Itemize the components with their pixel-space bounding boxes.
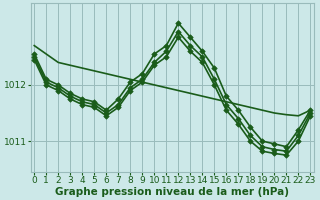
X-axis label: Graphe pression niveau de la mer (hPa): Graphe pression niveau de la mer (hPa) (55, 187, 289, 197)
